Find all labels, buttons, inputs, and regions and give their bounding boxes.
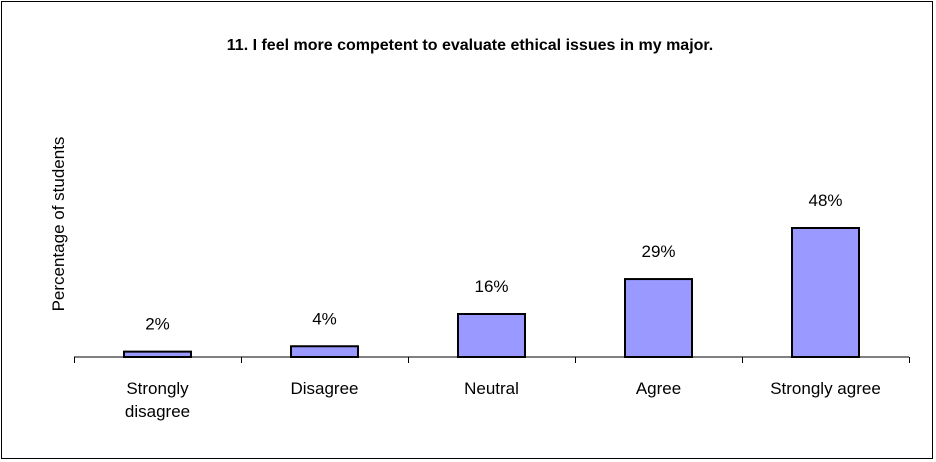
x-tick-label: Disagree [290,379,358,398]
plot-area: 2% Strongly disagree 4% Disagree 16% Neutral 29… [74,191,910,421]
x-tick-label: disagree [125,402,190,421]
data-label: 29% [641,242,675,261]
x-tick-label: Neutral [464,379,519,398]
bar [123,350,192,358]
bar [290,345,359,358]
x-tick-label: Agree [636,379,681,398]
chart-title: 11. I feel more competent to evaluate et… [227,37,713,54]
bar [791,227,860,358]
x-tick-label: Strongly [126,379,189,398]
data-label: 4% [312,309,337,328]
data-label: 48% [808,191,842,210]
bar [624,278,693,358]
data-label: 2% [145,315,170,334]
bar [457,313,526,358]
data-label: 16% [474,277,508,296]
y-axis-label: Percentage of students [49,137,68,312]
x-tick-label: Strongly agree [770,379,881,398]
